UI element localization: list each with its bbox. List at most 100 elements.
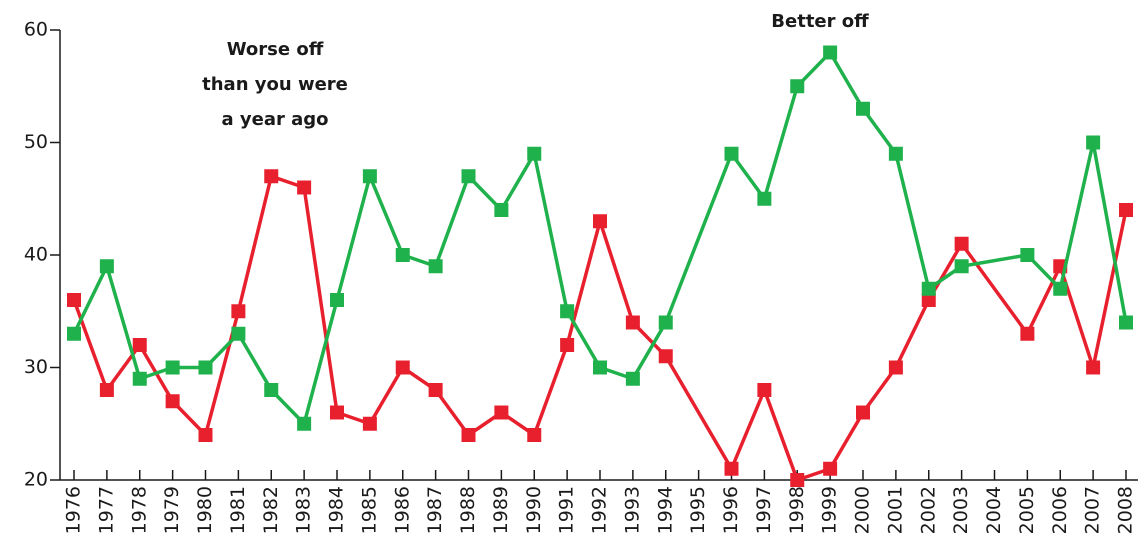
x-tick-label: 2004	[983, 486, 1005, 534]
marker	[625, 371, 640, 386]
y-tick-label: 40	[24, 244, 48, 266]
x-tick-label: 2002	[917, 486, 939, 534]
x-tick-label: 1987	[424, 486, 446, 534]
annotation: a year ago	[221, 109, 328, 130]
marker	[494, 405, 509, 420]
marker	[757, 383, 772, 397]
marker	[1053, 281, 1068, 296]
marker	[593, 214, 607, 229]
x-tick-label: 1996	[720, 486, 742, 534]
marker	[625, 315, 640, 330]
marker	[428, 259, 443, 274]
x-tick-label: 1982	[260, 486, 282, 534]
marker	[165, 394, 180, 409]
marker	[790, 79, 805, 94]
annotation: Better off	[771, 11, 869, 32]
annotation: Worse off	[227, 39, 324, 60]
marker	[362, 416, 377, 431]
marker	[67, 293, 81, 307]
x-tick-label: 1999	[819, 486, 841, 534]
x-tick-label: 1995	[687, 486, 709, 534]
x-tick-label: 2006	[1049, 486, 1071, 534]
marker	[1119, 315, 1133, 330]
marker	[954, 236, 969, 251]
marker	[658, 315, 673, 330]
x-tick-label: 1976	[63, 486, 85, 534]
marker	[99, 383, 114, 397]
x-tick-label: 1978	[128, 486, 150, 534]
marker	[724, 461, 739, 476]
x-tick-label: 2001	[884, 486, 906, 534]
x-tick-label: 2008	[1115, 486, 1137, 534]
marker	[132, 371, 147, 386]
x-tick-label: 1986	[391, 486, 413, 534]
marker	[527, 428, 542, 442]
marker	[658, 349, 673, 364]
marker	[99, 259, 114, 274]
marker	[1020, 248, 1035, 262]
x-tick-label: 1983	[293, 486, 315, 534]
marker	[231, 326, 246, 341]
x-tick-label: 1984	[326, 486, 348, 534]
x-tick-label: 2003	[950, 486, 972, 534]
marker	[67, 326, 81, 341]
marker	[198, 428, 213, 442]
marker	[132, 338, 147, 352]
marker	[428, 383, 443, 397]
x-tick-label: 1993	[621, 486, 643, 534]
marker	[954, 259, 969, 274]
x-tick-label: 1985	[358, 486, 380, 534]
marker	[395, 360, 410, 375]
marker	[921, 293, 936, 307]
x-tick-label: 1977	[95, 486, 117, 534]
marker	[1119, 203, 1133, 217]
annotation: than you were	[202, 74, 348, 95]
marker	[560, 304, 575, 319]
marker	[330, 405, 344, 420]
marker	[198, 360, 213, 375]
marker	[724, 146, 739, 161]
x-tick-label: 1997	[753, 486, 775, 534]
marker	[297, 180, 312, 195]
marker	[856, 101, 870, 116]
y-tick-label: 30	[24, 356, 48, 378]
marker	[888, 360, 903, 375]
marker	[264, 169, 279, 184]
x-tick-label: 2005	[1016, 486, 1038, 534]
marker	[1086, 360, 1101, 375]
marker	[823, 45, 838, 60]
marker	[461, 169, 476, 184]
marker	[395, 248, 410, 262]
x-tick-label: 1989	[490, 486, 512, 534]
marker	[264, 383, 279, 397]
marker	[461, 428, 476, 442]
marker	[297, 416, 312, 431]
marker	[560, 338, 575, 352]
marker	[757, 191, 772, 206]
marker	[921, 281, 936, 296]
x-tick-label: 1990	[523, 486, 545, 534]
x-tick-label: 2000	[852, 486, 874, 534]
marker	[1020, 326, 1035, 341]
marker	[527, 146, 542, 161]
x-tick-label: 1979	[161, 486, 183, 534]
marker	[231, 304, 246, 319]
marker	[593, 360, 607, 375]
x-tick-label: 1992	[589, 486, 611, 534]
marker	[823, 461, 838, 476]
y-tick-label: 20	[24, 469, 48, 491]
marker	[1086, 135, 1101, 150]
marker	[330, 293, 344, 307]
marker	[165, 360, 180, 375]
marker	[790, 473, 805, 487]
marker	[362, 169, 377, 184]
marker	[856, 405, 870, 420]
x-tick-label: 2007	[1082, 486, 1104, 534]
x-tick-label: 1991	[556, 486, 578, 534]
x-tick-label: 1981	[227, 486, 249, 534]
x-tick-label: 1988	[457, 486, 479, 534]
x-tick-label: 1998	[786, 486, 808, 534]
marker	[494, 203, 509, 217]
y-tick-label: 50	[24, 131, 48, 153]
